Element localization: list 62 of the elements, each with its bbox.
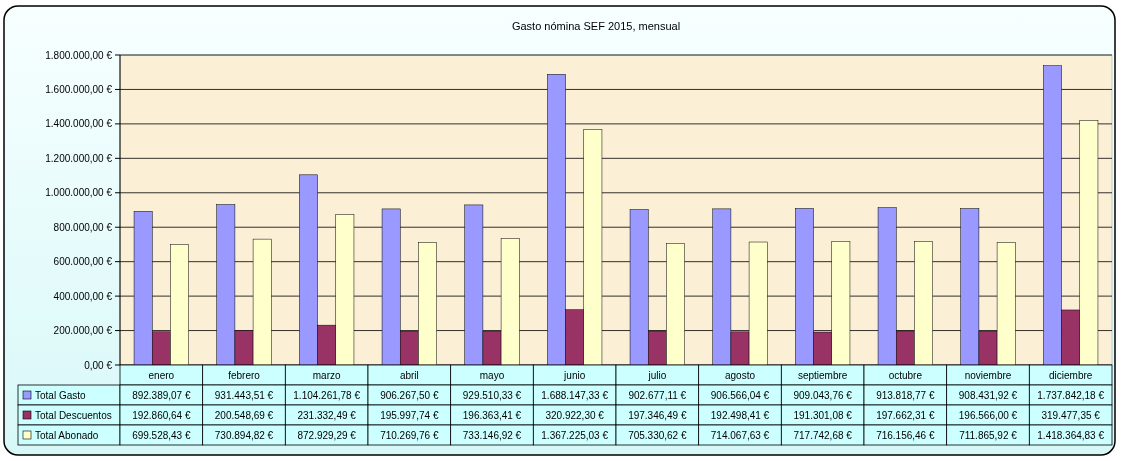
x-tick-label: abril (399, 369, 419, 381)
data-label: 929.510,33 € (462, 389, 522, 401)
x-tick-label: noviembre (964, 369, 1012, 381)
data-label: 906.566,04 € (710, 389, 770, 401)
y-tick-label: 1.000.000,00 € (45, 187, 113, 199)
data-label: 716.156,46 € (876, 429, 935, 441)
data-label: 872.929,29 € (297, 429, 357, 441)
x-tick-label: mayo (479, 369, 505, 381)
data-label: 200.548,69 € (214, 409, 274, 421)
y-tick-label: 800.000,00 € (53, 221, 113, 233)
y-tick-label: 1.600.000,00 € (45, 83, 113, 95)
data-label: 320.922,30 € (545, 409, 605, 421)
legend-label: Total Descuentos (35, 409, 112, 421)
data-label: 733.146,92 € (462, 429, 522, 441)
y-tick-label: 600.000,00 € (53, 256, 113, 268)
data-label: 909.043,76 € (793, 389, 853, 401)
data-label: 1.104.261,78 € (293, 389, 361, 401)
data-label: 197.662,31 € (876, 409, 935, 421)
x-tick-label: octubre (888, 369, 923, 381)
y-tick-label: 1.400.000,00 € (45, 118, 113, 130)
data-label: 906.267,50 € (380, 389, 439, 401)
data-label: 710.269,76 € (380, 429, 439, 441)
data-label: 717.742,68 € (793, 429, 853, 441)
data-label: 196.363,41 € (462, 409, 522, 421)
x-tick-label: septiembre (797, 369, 848, 381)
data-label: 192.860,64 € (132, 409, 191, 421)
x-tick-label: junio (563, 369, 586, 381)
data-label: 197.346,49 € (628, 409, 687, 421)
data-label: 902.677,11 € (628, 389, 687, 401)
data-label: 730.894,82 € (214, 429, 274, 441)
data-label: 892.389,07 € (132, 389, 191, 401)
data-label: 1.737.842,18 € (1037, 389, 1105, 401)
data-label: 196.566,00 € (958, 409, 1018, 421)
data-label: 191.301,08 € (793, 409, 853, 421)
data-label: 705.330,62 € (628, 429, 687, 441)
data-label: 711.865,92 € (959, 429, 1018, 441)
x-tick-label: julio (647, 369, 667, 381)
x-tick-label: enero (148, 369, 175, 381)
data-label: 714.067,63 € (710, 429, 770, 441)
data-label: 908.431,92 € (958, 389, 1018, 401)
x-tick-label: agosto (724, 369, 756, 381)
legend-label: Total Gasto (35, 389, 87, 401)
data-label: 319.477,35 € (1041, 409, 1101, 421)
data-label: 913.818,77 € (876, 389, 935, 401)
y-tick-label: 1.200.000,00 € (45, 152, 113, 164)
data-label: 231.332,49 € (297, 409, 357, 421)
x-tick-label: marzo (312, 369, 341, 381)
data-label: 1.688.147,33 € (541, 389, 609, 401)
legend-label: Total Abonado (35, 429, 99, 441)
data-label: 192.498,41 € (710, 409, 770, 421)
y-tick-label: 400.000,00 € (53, 290, 113, 302)
x-tick-label: febrero (228, 369, 261, 381)
y-tick-label: 200.000,00 € (53, 325, 113, 337)
data-label: 1.367.225,03 € (541, 429, 609, 441)
y-tick-label: 1.800.000,00 € (45, 49, 113, 61)
data-label: 1.418.364,83 € (1037, 429, 1105, 441)
y-tick-label: 0,00 € (84, 359, 113, 371)
chart-title: Gasto nómina SEF 2015, mensual (511, 20, 681, 32)
data-label: 931.443,51 € (214, 389, 274, 401)
data-label: 699.528,43 € (132, 429, 191, 441)
x-tick-label: diciembre (1048, 369, 1093, 381)
data-label: 195.997,74 € (380, 409, 439, 421)
